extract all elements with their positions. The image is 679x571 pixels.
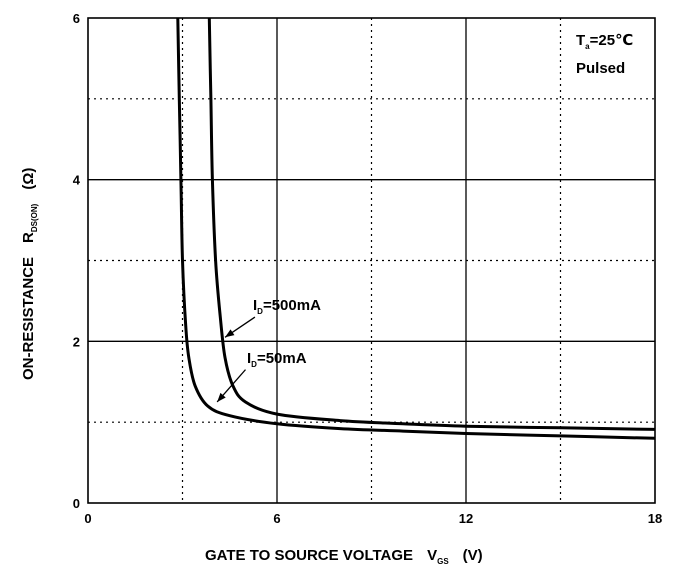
y-axis-title: ON-RESISTANCERDS(ON)(Ω) bbox=[20, 168, 39, 380]
x-tick-label: 12 bbox=[459, 511, 473, 526]
y-tick-label: 4 bbox=[73, 173, 81, 188]
pulsed-label: Pulsed bbox=[576, 60, 625, 77]
x-tick-label: 18 bbox=[648, 511, 662, 526]
x-axis-title: GATE TO SOURCE VOLTAGE VGS (V) bbox=[205, 547, 483, 566]
series-label-50ma: ID=50mA bbox=[247, 350, 307, 369]
series-curve-50ma bbox=[176, 17, 656, 440]
curves bbox=[176, 17, 656, 440]
series-label-500ma: ID=500mA bbox=[253, 297, 321, 316]
arrowhead-500ma bbox=[225, 329, 235, 338]
y-tick-label: 2 bbox=[73, 334, 80, 349]
temperature-label: Ta=25℃ bbox=[576, 32, 633, 51]
x-tick-label: 6 bbox=[273, 511, 280, 526]
tick-labels: 0 6 12 18 0 2 4 6 bbox=[73, 11, 662, 526]
arrowhead-50ma bbox=[217, 392, 226, 402]
series-curve-500ma bbox=[207, 17, 656, 431]
x-tick-label: 0 bbox=[84, 511, 91, 526]
y-tick-label: 0 bbox=[73, 496, 80, 511]
plot-frame bbox=[87, 17, 656, 504]
y-tick-label: 6 bbox=[73, 11, 80, 26]
